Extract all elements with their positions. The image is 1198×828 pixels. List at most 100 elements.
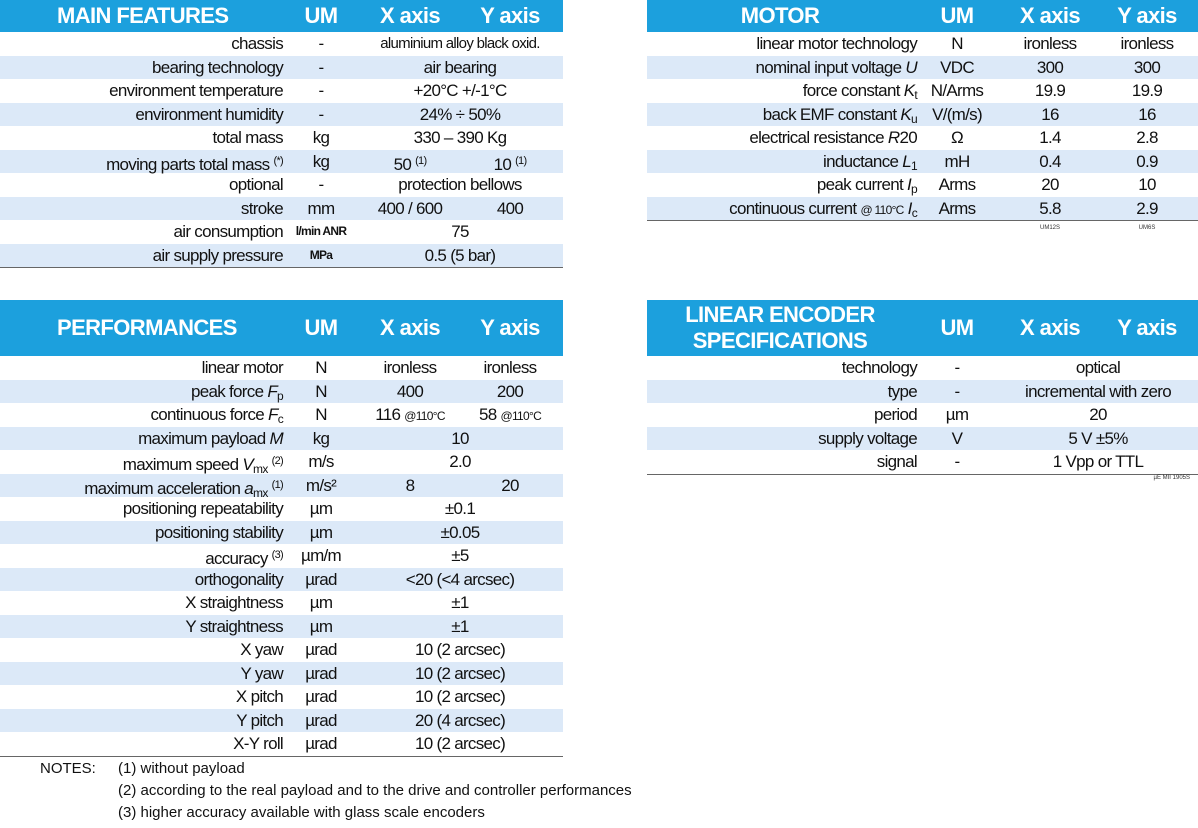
label-text: Y pitch bbox=[236, 710, 283, 730]
label-subscript: u bbox=[911, 111, 918, 126]
column-header: UM bbox=[940, 3, 974, 28]
label-text: environment temperature bbox=[109, 81, 284, 100]
label-text: environment humidity bbox=[135, 104, 283, 124]
label-text: linear motor technology bbox=[756, 34, 917, 53]
label-subscript: t bbox=[914, 88, 917, 102]
merged-value: 20 (4 arcsec) bbox=[414, 710, 506, 730]
label-text: Y straightness bbox=[185, 616, 283, 636]
merged-value: ±1 bbox=[451, 593, 469, 612]
row-label: technology bbox=[842, 356, 918, 380]
unit: Arms bbox=[938, 198, 977, 218]
label-text: supply voltage bbox=[818, 428, 918, 448]
merged-value: 10 (2 arcsec) bbox=[414, 687, 506, 706]
merged-value: 10 (2 arcsec) bbox=[414, 663, 506, 683]
value-text: 400 / 600 bbox=[377, 198, 443, 218]
label-text: X straightness bbox=[185, 593, 284, 612]
value-text: ironless bbox=[1120, 34, 1175, 53]
label-text: total mass bbox=[212, 128, 284, 147]
unit: VDC bbox=[940, 57, 974, 77]
unit: - bbox=[954, 381, 961, 401]
label-subscript: mx bbox=[253, 462, 268, 476]
row-label: environment temperature bbox=[109, 79, 284, 103]
row-label: force constant Kt bbox=[803, 79, 918, 108]
value-text: 400 bbox=[396, 381, 424, 401]
table-row: Y pitch µrad 20 (4 arcsec) bbox=[0, 708, 563, 732]
column-header: X axis bbox=[1019, 3, 1081, 28]
table-title: MAIN FEATURES bbox=[57, 3, 229, 28]
unit: N bbox=[315, 405, 327, 424]
row-label: optional bbox=[229, 173, 284, 197]
y-value: 10 bbox=[1138, 173, 1156, 197]
y-value: 19.9 bbox=[1132, 79, 1163, 103]
label-symbol: F bbox=[268, 405, 278, 424]
row-label: X-Y roll bbox=[233, 732, 284, 756]
row-label: continuous force Fc bbox=[150, 403, 283, 432]
row-label: accuracy (3) bbox=[205, 544, 284, 571]
row-label: electrical resistance R20 bbox=[749, 126, 917, 150]
merged-value: 10 (2 arcsec) bbox=[414, 640, 506, 659]
unit: l/min ANR bbox=[295, 224, 347, 238]
value-text: 116 bbox=[375, 405, 401, 424]
merged-value: 20 bbox=[1089, 405, 1107, 424]
merged-value: 10 (2 arcsec) bbox=[414, 734, 506, 753]
label-text: optional bbox=[229, 175, 284, 194]
label-text: air supply pressure bbox=[152, 245, 284, 265]
value-text: 300 bbox=[1036, 57, 1064, 77]
unit: µrad bbox=[305, 687, 337, 706]
label-text: chassis bbox=[231, 34, 283, 53]
value-note: (1) bbox=[415, 154, 427, 167]
label-text: X yaw bbox=[240, 640, 283, 659]
model-code: UM12S bbox=[1039, 225, 1061, 231]
label-condition: @ 110°C bbox=[860, 202, 904, 217]
label-note: (2) bbox=[271, 455, 284, 467]
row-label: air consumption bbox=[173, 220, 283, 244]
label-text: orthogonality bbox=[194, 569, 284, 589]
merged-value: 0.5 (5 bar) bbox=[424, 245, 496, 265]
value-text: 5.8 bbox=[1039, 198, 1061, 218]
table-row: X-Y roll µrad 10 (2 arcsec) bbox=[0, 732, 563, 756]
value-text: 2.8 bbox=[1136, 128, 1158, 147]
table-row: X straightness µm ±1 bbox=[0, 591, 563, 615]
table-row: positioning repeatability µm ±0.1 bbox=[0, 497, 563, 521]
row-label: period bbox=[874, 403, 918, 427]
table-bottom-border bbox=[0, 755, 563, 757]
row-label: signal bbox=[877, 450, 918, 474]
unit: N bbox=[951, 34, 963, 53]
value-text: ironless bbox=[483, 358, 538, 377]
table-row: moving parts total mass (*) kg 50 (1) 10 (1) bbox=[0, 149, 563, 174]
x-value: 1.4 bbox=[1039, 126, 1061, 150]
merged-value: +20°C +/-1°C bbox=[413, 81, 507, 100]
merged-value: air bearing bbox=[423, 57, 497, 77]
unit: µm bbox=[309, 499, 333, 518]
table-row: peak force Fp N 400 200 bbox=[0, 379, 563, 403]
label-symbol: K bbox=[900, 104, 912, 124]
label-text: bearing technology bbox=[151, 57, 284, 77]
row-label: Y straightness bbox=[185, 615, 283, 639]
unit: mH bbox=[944, 151, 970, 171]
row-label: positioning repeatability bbox=[123, 497, 284, 521]
merged-value: 24% ÷ 50% bbox=[419, 104, 501, 124]
label-text: maximum acceleration bbox=[84, 478, 241, 498]
label-text: back EMF constant bbox=[762, 104, 897, 124]
value-text: 10 bbox=[493, 154, 512, 174]
row-label: total mass bbox=[212, 126, 284, 150]
value-text: 16 bbox=[1041, 104, 1059, 124]
merged-value: ±5 bbox=[451, 546, 469, 565]
unit: µm bbox=[309, 522, 333, 542]
label-text: maximum payload bbox=[138, 428, 266, 448]
y-value: 16 bbox=[1138, 103, 1156, 127]
unit: - bbox=[318, 57, 325, 77]
label-symbol: L bbox=[902, 151, 912, 171]
label-subscript: p bbox=[277, 388, 284, 403]
x-value: 20 bbox=[1041, 173, 1059, 197]
merged-value: 330 – 390 Kg bbox=[413, 128, 507, 147]
label-symbol: I bbox=[907, 198, 913, 218]
row-label: air supply pressure bbox=[152, 244, 284, 268]
column-header: UM bbox=[304, 3, 338, 28]
label-text: Y yaw bbox=[240, 663, 284, 683]
note-item: (2) according to the real payload and to… bbox=[118, 782, 632, 799]
merged-value: incremental with zero bbox=[1025, 381, 1172, 401]
merged-value: 10 bbox=[451, 428, 469, 448]
